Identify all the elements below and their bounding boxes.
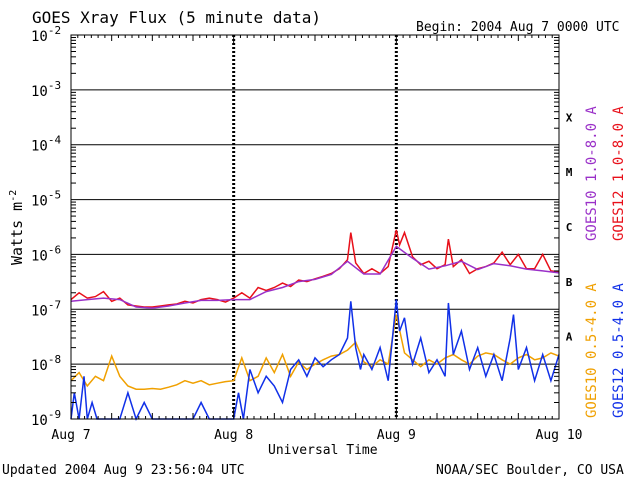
y-tick-label: 10-8 xyxy=(31,353,61,374)
y-tick-base: 10 xyxy=(31,303,48,319)
y-tick-exp: -7 xyxy=(48,298,61,311)
x-tick-label: Aug 8 xyxy=(214,428,253,443)
y-tick-base: 10 xyxy=(31,413,48,429)
y-axis-label: Watts m-2 xyxy=(8,190,26,265)
legend-entry: GOES10 1.0-8.0 A xyxy=(584,106,600,241)
y-tick-label: 10-3 xyxy=(31,79,61,100)
chart-title: GOES Xray Flux (5 minute data) xyxy=(32,8,321,27)
updated-label: Updated 2004 Aug 9 23:56:04 UTC xyxy=(2,463,245,478)
legend-entry: GOES12 0.5-4.0 A xyxy=(611,283,627,418)
series-line xyxy=(70,314,560,390)
x-tick-label: Aug 7 xyxy=(51,428,90,443)
y-tick-label: 10-4 xyxy=(31,134,61,155)
y-tick-base: 10 xyxy=(31,139,48,155)
y-axis-label-sup: -2 xyxy=(8,190,19,202)
x-tick-label: Aug 9 xyxy=(377,428,416,443)
y-tick-exp: -2 xyxy=(48,24,61,37)
y-tick-label: 10-6 xyxy=(31,243,61,264)
flare-class-label: A xyxy=(566,331,573,344)
legend-entry: GOES10 0.5-4.0 A xyxy=(584,283,600,418)
flare-class-label: X xyxy=(566,111,573,124)
credit-label: NOAA/SEC Boulder, CO USA xyxy=(436,463,624,478)
y-tick-base: 10 xyxy=(31,358,48,374)
y-tick-exp: -3 xyxy=(48,79,61,92)
flare-class-label: C xyxy=(566,221,573,234)
flare-class-label: M xyxy=(566,166,573,179)
y-tick-label: 10-9 xyxy=(31,408,61,429)
y-tick-label: 10-5 xyxy=(31,189,61,210)
series-line xyxy=(70,299,560,422)
y-tick-exp: -4 xyxy=(48,134,62,147)
series-line xyxy=(70,229,560,308)
flare-class-label: B xyxy=(566,276,573,289)
series-layer xyxy=(70,229,560,422)
legend-entry: GOES12 1.0-8.0 A xyxy=(611,106,627,241)
y-tick-label: 10-2 xyxy=(31,24,61,45)
y-tick-base: 10 xyxy=(31,84,48,100)
y-tick-base: 10 xyxy=(31,194,48,210)
y-tick-exp: -9 xyxy=(48,408,61,421)
plot-frame xyxy=(70,34,560,420)
y-axis-label-text: Watts m xyxy=(8,202,26,265)
y-tick-exp: -5 xyxy=(48,189,61,202)
series-line xyxy=(70,245,560,309)
y-tick-base: 10 xyxy=(31,248,48,264)
y-tick-exp: -6 xyxy=(48,243,61,256)
legend-layer: GOES10 1.0-8.0 A GOES12 1.0-8.0 A GOES10 0… xyxy=(584,106,627,418)
x-axis-label: Universal Time xyxy=(268,443,378,458)
grid-layer xyxy=(71,35,559,419)
y-tick-base: 10 xyxy=(31,29,48,45)
y-tick-label: 10-7 xyxy=(31,298,61,319)
begin-label: Begin: 2004 Aug 7 0000 UTC xyxy=(416,20,620,35)
x-tick-label: Aug 10 xyxy=(536,428,583,443)
y-tick-exp: -8 xyxy=(48,353,61,366)
